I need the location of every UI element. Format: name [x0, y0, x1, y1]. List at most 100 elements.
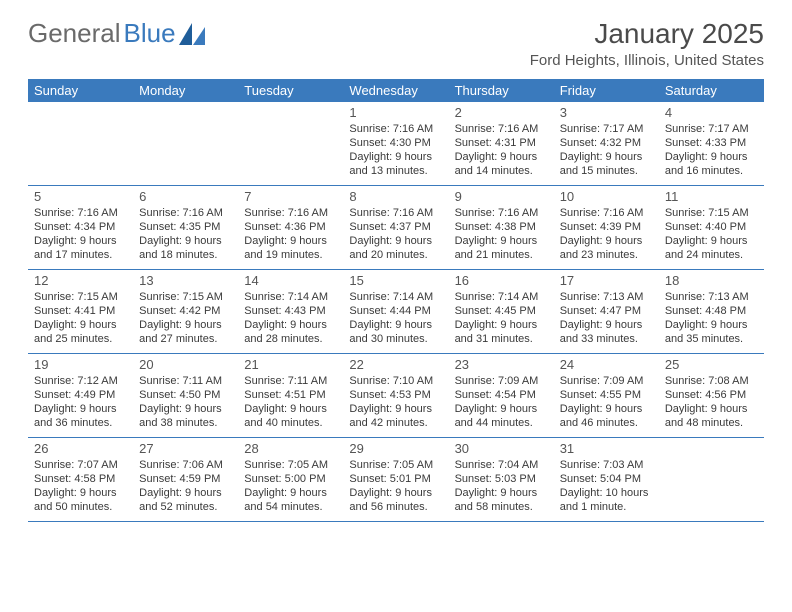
weekday-header: Tuesday: [238, 79, 343, 102]
sunset-line: Sunset: 4:32 PM: [560, 137, 653, 151]
sunrise-line: Sunrise: 7:16 AM: [139, 207, 232, 221]
sunrise-line: Sunrise: 7:15 AM: [34, 291, 127, 305]
logo-word-2: Blue: [124, 18, 176, 49]
daylight-line: Daylight: 9 hours and 13 minutes.: [349, 151, 442, 179]
sunrise-line: Sunrise: 7:16 AM: [34, 207, 127, 221]
calendar-cell: 2Sunrise: 7:16 AMSunset: 4:31 PMDaylight…: [449, 102, 554, 186]
sunset-line: Sunset: 4:42 PM: [139, 305, 232, 319]
daylight-line: Daylight: 9 hours and 40 minutes.: [244, 403, 337, 431]
sunset-line: Sunset: 4:55 PM: [560, 389, 653, 403]
day-number: 14: [244, 273, 337, 289]
daylight-line: Daylight: 9 hours and 30 minutes.: [349, 319, 442, 347]
sunrise-line: Sunrise: 7:14 AM: [455, 291, 548, 305]
sunrise-line: Sunrise: 7:13 AM: [665, 291, 758, 305]
daylight-line: Daylight: 9 hours and 42 minutes.: [349, 403, 442, 431]
sunrise-line: Sunrise: 7:16 AM: [244, 207, 337, 221]
sunset-line: Sunset: 5:01 PM: [349, 473, 442, 487]
calendar-cell: 13Sunrise: 7:15 AMSunset: 4:42 PMDayligh…: [133, 270, 238, 354]
calendar-cell: [28, 102, 133, 186]
daylight-line: Daylight: 9 hours and 50 minutes.: [34, 487, 127, 515]
sunrise-line: Sunrise: 7:03 AM: [560, 459, 653, 473]
daylight-line: Daylight: 9 hours and 14 minutes.: [455, 151, 548, 179]
daylight-line: Daylight: 9 hours and 27 minutes.: [139, 319, 232, 347]
sunrise-line: Sunrise: 7:07 AM: [34, 459, 127, 473]
daylight-line: Daylight: 9 hours and 16 minutes.: [665, 151, 758, 179]
day-number: 27: [139, 441, 232, 457]
daylight-line: Daylight: 9 hours and 38 minutes.: [139, 403, 232, 431]
day-number: 25: [665, 357, 758, 373]
sunrise-line: Sunrise: 7:16 AM: [349, 123, 442, 137]
calendar-cell: [659, 438, 764, 522]
sunrise-line: Sunrise: 7:04 AM: [455, 459, 548, 473]
sunset-line: Sunset: 4:49 PM: [34, 389, 127, 403]
location: Ford Heights, Illinois, United States: [530, 52, 764, 69]
daylight-line: Daylight: 9 hours and 36 minutes.: [34, 403, 127, 431]
day-number: 10: [560, 189, 653, 205]
daylight-line: Daylight: 9 hours and 46 minutes.: [560, 403, 653, 431]
daylight-line: Daylight: 9 hours and 28 minutes.: [244, 319, 337, 347]
day-number: 23: [455, 357, 548, 373]
calendar-cell: 8Sunrise: 7:16 AMSunset: 4:37 PMDaylight…: [343, 186, 448, 270]
sunrise-line: Sunrise: 7:06 AM: [139, 459, 232, 473]
sunset-line: Sunset: 4:56 PM: [665, 389, 758, 403]
sunrise-line: Sunrise: 7:16 AM: [455, 207, 548, 221]
sunrise-line: Sunrise: 7:10 AM: [349, 375, 442, 389]
sunset-line: Sunset: 4:53 PM: [349, 389, 442, 403]
weekday-header: Thursday: [449, 79, 554, 102]
day-number: 8: [349, 189, 442, 205]
calendar-cell: 21Sunrise: 7:11 AMSunset: 4:51 PMDayligh…: [238, 354, 343, 438]
daylight-line: Daylight: 9 hours and 25 minutes.: [34, 319, 127, 347]
calendar-cell: 27Sunrise: 7:06 AMSunset: 4:59 PMDayligh…: [133, 438, 238, 522]
calendar-cell: 19Sunrise: 7:12 AMSunset: 4:49 PMDayligh…: [28, 354, 133, 438]
sunrise-line: Sunrise: 7:09 AM: [455, 375, 548, 389]
calendar-cell: 29Sunrise: 7:05 AMSunset: 5:01 PMDayligh…: [343, 438, 448, 522]
daylight-line: Daylight: 9 hours and 33 minutes.: [560, 319, 653, 347]
sunset-line: Sunset: 4:31 PM: [455, 137, 548, 151]
sunset-line: Sunset: 4:33 PM: [665, 137, 758, 151]
calendar-cell: 11Sunrise: 7:15 AMSunset: 4:40 PMDayligh…: [659, 186, 764, 270]
calendar-cell: 30Sunrise: 7:04 AMSunset: 5:03 PMDayligh…: [449, 438, 554, 522]
calendar-page: GeneralBlue January 2025 Ford Heights, I…: [0, 0, 792, 540]
sunrise-line: Sunrise: 7:16 AM: [560, 207, 653, 221]
day-number: 2: [455, 105, 548, 121]
day-number: 30: [455, 441, 548, 457]
daylight-line: Daylight: 9 hours and 21 minutes.: [455, 235, 548, 263]
title-block: January 2025 Ford Heights, Illinois, Uni…: [530, 18, 764, 69]
day-number: 31: [560, 441, 653, 457]
weekday-header-row: Sunday Monday Tuesday Wednesday Thursday…: [28, 79, 764, 102]
daylight-line: Daylight: 9 hours and 23 minutes.: [560, 235, 653, 263]
day-number: 7: [244, 189, 337, 205]
weekday-header: Saturday: [659, 79, 764, 102]
sunrise-line: Sunrise: 7:14 AM: [244, 291, 337, 305]
calendar-cell: [238, 102, 343, 186]
sunset-line: Sunset: 4:58 PM: [34, 473, 127, 487]
calendar-cell: 9 Sunrise: 7:16 AMSunset: 4:38 PMDaylight…: [449, 186, 554, 270]
calendar-cell: 5Sunrise: 7:16 AMSunset: 4:34 PMDaylight…: [28, 186, 133, 270]
sunrise-line: Sunrise: 7:15 AM: [139, 291, 232, 305]
sunset-line: Sunset: 4:35 PM: [139, 221, 232, 235]
daylight-line: Daylight: 9 hours and 15 minutes.: [560, 151, 653, 179]
day-number: 22: [349, 357, 442, 373]
sunset-line: Sunset: 4:41 PM: [34, 305, 127, 319]
day-number: 4: [665, 105, 758, 121]
sunset-line: Sunset: 4:39 PM: [560, 221, 653, 235]
day-number: 1: [349, 105, 442, 121]
calendar-cell: 17Sunrise: 7:13 AMSunset: 4:47 PMDayligh…: [554, 270, 659, 354]
daylight-line: Daylight: 9 hours and 24 minutes.: [665, 235, 758, 263]
calendar-body: 1Sunrise: 7:16 AMSunset: 4:30 PMDaylight…: [28, 102, 764, 522]
sunset-line: Sunset: 4:37 PM: [349, 221, 442, 235]
sunrise-line: Sunrise: 7:14 AM: [349, 291, 442, 305]
calendar-cell: 25Sunrise: 7:08 AMSunset: 4:56 PMDayligh…: [659, 354, 764, 438]
daylight-line: Daylight: 9 hours and 35 minutes.: [665, 319, 758, 347]
day-number: 20: [139, 357, 232, 373]
calendar-cell: 28Sunrise: 7:05 AMSunset: 5:00 PMDayligh…: [238, 438, 343, 522]
logo-sail-icon: [179, 23, 205, 45]
sunrise-line: Sunrise: 7:12 AM: [34, 375, 127, 389]
day-number: 28: [244, 441, 337, 457]
calendar-cell: 16Sunrise: 7:14 AMSunset: 4:45 PMDayligh…: [449, 270, 554, 354]
sunrise-line: Sunrise: 7:13 AM: [560, 291, 653, 305]
day-number: 9: [455, 189, 548, 205]
sunset-line: Sunset: 4:59 PM: [139, 473, 232, 487]
calendar-cell: 23Sunrise: 7:09 AMSunset: 4:54 PMDayligh…: [449, 354, 554, 438]
sunset-line: Sunset: 4:38 PM: [455, 221, 548, 235]
